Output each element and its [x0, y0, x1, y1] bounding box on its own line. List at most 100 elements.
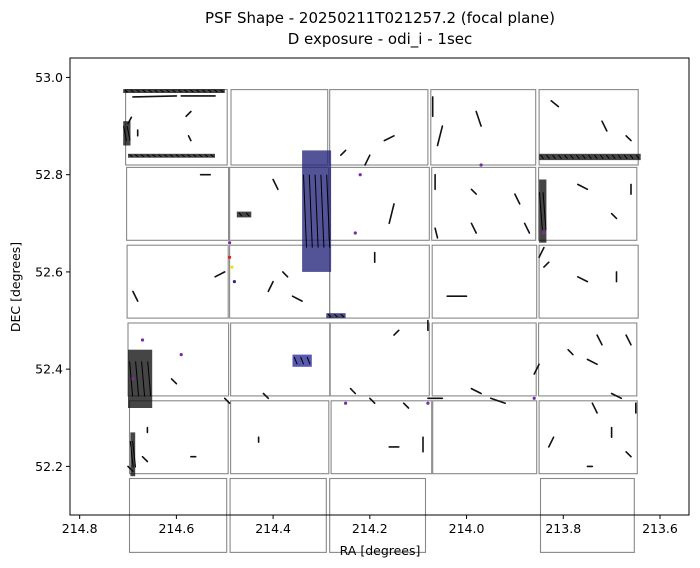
- psf-whisker: [625, 135, 632, 142]
- ota-frame: [430, 89, 537, 166]
- colored-point: [131, 377, 135, 381]
- colored-point: [532, 396, 536, 400]
- psf-whisker: [127, 465, 134, 473]
- psf-whisker: [170, 378, 178, 385]
- colored-point: [230, 265, 234, 269]
- dense-patch-fill: [236, 211, 252, 218]
- dense-patch-whisker: [124, 89, 129, 93]
- dense-patch-whisker: [629, 154, 634, 160]
- psf-whisker: [543, 261, 550, 268]
- dense-patch: [539, 153, 641, 161]
- psf-whisker: [625, 450, 632, 458]
- psf-whisker: [436, 125, 444, 147]
- dense-patch-fill: [130, 432, 136, 477]
- dense-patch-whisker: [160, 89, 164, 93]
- colored-point: [232, 280, 236, 284]
- x-tick-label: 214.8: [62, 521, 98, 536]
- dense-patch-whisker: [172, 89, 176, 93]
- dense-patch-whisker: [123, 125, 127, 141]
- psf-whisker: [402, 402, 410, 409]
- ota-frame: [432, 400, 538, 475]
- dense-patch-whisker: [146, 154, 151, 158]
- psf-whisker: [223, 397, 231, 405]
- dense-patch: [129, 432, 137, 477]
- dense-patch-whisker: [558, 154, 562, 160]
- dense-patch-whisker: [152, 154, 156, 158]
- psf-whisker: [349, 387, 357, 395]
- dense-patch-whisker: [181, 154, 186, 158]
- dense-patch-whisker: [617, 154, 622, 160]
- dense-patch-whisker: [187, 154, 191, 158]
- psf-whisker: [470, 387, 482, 395]
- dense-patch-whisker: [542, 192, 547, 231]
- dense-patch-whisker: [147, 361, 152, 397]
- dense-patch-whisker: [308, 174, 313, 248]
- psf-whisker: [291, 295, 303, 302]
- psf-whisker: [364, 154, 371, 166]
- dense-patch-whisker: [169, 154, 174, 158]
- colored-point: [344, 401, 348, 405]
- psf-whisker: [538, 246, 545, 259]
- psf-whisker: [132, 290, 139, 302]
- dense-patch: [123, 89, 225, 93]
- x-axis-label: RA [degrees]: [340, 543, 421, 558]
- ota-frame: [538, 400, 638, 475]
- y-tick-label: 53.0: [35, 70, 63, 85]
- dense-patch-whisker: [303, 174, 307, 248]
- y-tick-label: 52.4: [35, 362, 63, 377]
- ota-frame: [538, 244, 639, 319]
- dense-patch-whisker: [593, 154, 598, 160]
- psf-whisker: [262, 392, 270, 400]
- dense-patch-whisker: [166, 89, 170, 93]
- psf-whisker: [272, 178, 279, 191]
- ota-frame: [125, 89, 228, 166]
- dense-patch-whisker: [582, 154, 586, 160]
- dense-patch-whisker: [238, 212, 243, 217]
- psf-whisker: [523, 222, 531, 234]
- plot-frame: [69, 57, 690, 516]
- dense-patch-whisker: [334, 313, 338, 318]
- dense-patch-whisker: [190, 89, 194, 93]
- dense-patch-whisker: [178, 89, 182, 93]
- dense-patch-whisker: [605, 154, 610, 160]
- dense-patch-whisker: [126, 125, 131, 141]
- dense-patch: [123, 121, 131, 146]
- ota-frame: [330, 400, 433, 475]
- dense-patch-whisker: [207, 89, 212, 93]
- dense-patch-whisker: [320, 174, 325, 248]
- dense-patch: [236, 211, 252, 218]
- dense-patch-whisker: [552, 154, 556, 160]
- dense-patch: [326, 313, 346, 319]
- colored-point: [479, 163, 483, 167]
- y-axis-ticks: 52.2 52.4 52.6 52.8 53.0: [35, 70, 70, 474]
- dense-patch-whisker: [538, 192, 543, 231]
- ota-frame: [230, 400, 330, 475]
- y-axis-label: DEC [degrees]: [8, 242, 23, 332]
- dense-patch-whisker: [141, 361, 146, 397]
- dense-patch-whisker: [184, 89, 188, 93]
- psf-whisker: [547, 436, 555, 448]
- psf-whisker: [388, 203, 395, 225]
- dense-patch-whisker: [219, 89, 224, 93]
- dense-patch: [538, 179, 547, 243]
- colored-point: [426, 401, 430, 405]
- y-tick-label: 52.8: [35, 167, 63, 182]
- psf-whisker: [550, 100, 560, 108]
- dense-patch-whisker: [129, 361, 134, 397]
- dense-patch-whisker: [130, 89, 135, 93]
- colored-point: [542, 231, 546, 235]
- dense-patch-whisker: [611, 154, 616, 160]
- colored-points: [131, 163, 546, 405]
- dense-patch-whisker: [326, 174, 331, 248]
- psf-whisker: [625, 334, 632, 346]
- psf-whisker: [489, 397, 507, 405]
- dense-patch-whisker: [129, 441, 134, 468]
- ota-frame: [538, 89, 639, 166]
- ota-frame: [329, 244, 430, 319]
- psf-whisker: [132, 95, 178, 98]
- psf-whisker: [185, 110, 192, 118]
- ota-frame: [329, 89, 429, 166]
- ota-frame: [431, 244, 538, 319]
- dense-patch-fill: [123, 121, 131, 146]
